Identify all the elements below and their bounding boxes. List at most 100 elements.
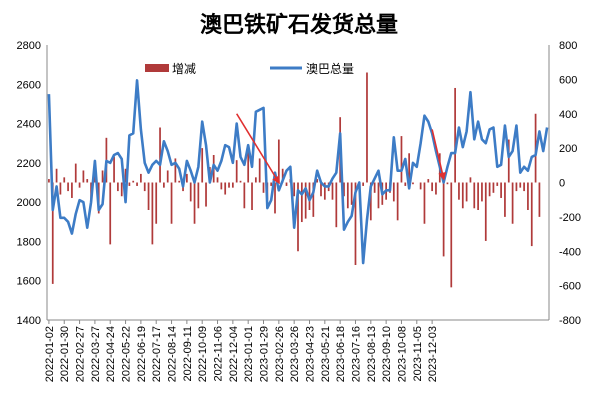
bar [216, 177, 219, 183]
x-tick-label: 2023-07-16 [350, 326, 362, 382]
y-right-tick-label: -200 [559, 212, 581, 224]
x-tick-label: 2022-07-17 [151, 326, 163, 382]
x-tick-label: 2023-01-01 [243, 326, 255, 382]
bar [254, 177, 257, 183]
bar [538, 182, 541, 217]
x-tick-label: 2022-09-11 [182, 326, 194, 381]
bar [404, 182, 407, 186]
x-tick-label: 2022-01-02 [44, 326, 56, 382]
bar [346, 182, 349, 209]
y-left-tick-label: 2600 [17, 79, 41, 91]
chart-title: 澳巴铁矿石发货总量 [200, 12, 398, 38]
y-right-tick-label: -800 [559, 315, 581, 327]
bar [392, 182, 395, 202]
x-tick-label: 2022-11-06 [213, 326, 225, 381]
bar [159, 127, 161, 183]
bar [55, 168, 58, 183]
annotations [236, 113, 447, 185]
x-tick-label: 2022-12-04 [228, 326, 240, 382]
bar [124, 168, 127, 183]
bar [101, 170, 104, 183]
legend: 增减 澳巴总量 [145, 62, 354, 76]
y-left-tick-label: 2200 [17, 158, 41, 170]
bar [247, 146, 250, 183]
y-left-tick-label: 1800 [17, 236, 41, 248]
x-tick-label: 2023-05-21 [320, 326, 332, 382]
bar [500, 182, 502, 198]
bar [331, 182, 334, 200]
bar-series [48, 72, 541, 288]
x-tick-label: 2023-03-26 [289, 326, 301, 382]
bar [220, 182, 223, 190]
bar [86, 179, 89, 183]
bar [67, 182, 69, 192]
bar [316, 179, 319, 183]
bar [297, 182, 299, 252]
bar [300, 182, 303, 223]
bar [465, 182, 468, 202]
legend-bar-label: 增减 [172, 62, 196, 76]
bar [285, 182, 288, 186]
axes: 14001600180020002200240026002800-800-600… [17, 40, 582, 382]
x-tick-label: 2022-08-14 [167, 326, 179, 382]
bar [504, 182, 506, 217]
x-tick-label: 2023-01-29 [259, 326, 271, 382]
bar [350, 182, 353, 205]
bar [258, 158, 261, 183]
bar [243, 182, 246, 209]
bar [262, 182, 265, 193]
bar [469, 177, 472, 183]
y-right-tick-label: 200 [559, 143, 577, 155]
bar [174, 158, 177, 183]
y-left-tick-label: 1600 [17, 276, 41, 288]
bar [320, 182, 322, 197]
x-tick-label: 2022-10-09 [197, 326, 209, 382]
bar [71, 182, 73, 198]
bar [113, 156, 115, 183]
bar [458, 182, 460, 200]
line-series [47, 79, 549, 265]
bar [231, 182, 234, 188]
legend-bar-swatch [145, 64, 169, 72]
y-right-tick-label: 600 [559, 74, 577, 86]
y-right-tick-label: -600 [559, 281, 581, 293]
bar [519, 182, 522, 188]
bar [446, 182, 449, 185]
bar [473, 182, 476, 209]
bar [117, 182, 119, 192]
bar [419, 182, 422, 190]
annotation-arrow [431, 129, 447, 181]
y-right-tick-label: 400 [559, 109, 577, 121]
y-right-tick-label: -400 [559, 246, 581, 258]
bar [477, 182, 479, 210]
bar [251, 182, 253, 210]
bar [132, 180, 135, 183]
bar [454, 87, 456, 183]
x-tick-label: 2023-11-05 [412, 326, 424, 381]
bar [323, 182, 326, 200]
bar [270, 182, 273, 186]
bar [48, 179, 50, 183]
bar [423, 182, 426, 224]
bar [431, 182, 433, 192]
bar [396, 182, 399, 221]
x-tick-label: 2023-12-03 [427, 326, 439, 382]
bar [201, 148, 204, 183]
x-tick-label: 2023-10-08 [396, 326, 408, 382]
bar [197, 182, 200, 209]
bar [170, 182, 173, 224]
bar [120, 182, 123, 197]
bar [78, 182, 81, 188]
line-path [47, 79, 549, 265]
bar [274, 182, 276, 214]
bar [51, 182, 54, 284]
bar [400, 136, 403, 183]
bar [369, 182, 372, 221]
bar [235, 160, 238, 183]
bar [147, 182, 150, 210]
x-tick-label: 2022-06-19 [136, 326, 148, 382]
bar [293, 182, 296, 197]
bar [228, 182, 230, 188]
bar [523, 182, 525, 192]
x-tick-label: 2022-03-27 [90, 326, 102, 382]
